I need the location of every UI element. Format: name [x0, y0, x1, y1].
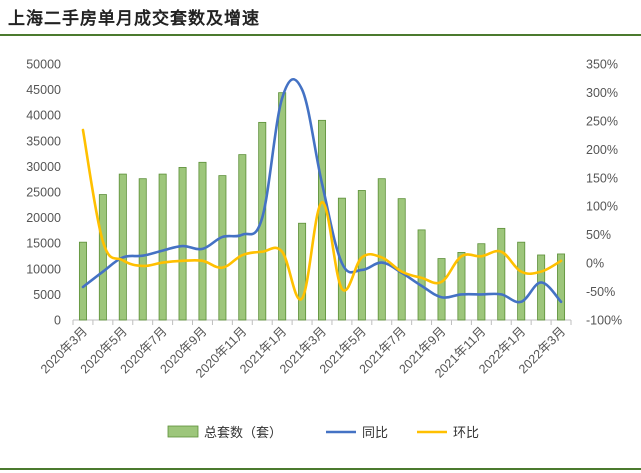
bar — [78, 241, 87, 321]
title-underline — [0, 34, 641, 36]
bar — [537, 254, 546, 321]
bar — [497, 227, 506, 321]
legend-label: 同比 — [362, 426, 388, 441]
legend-swatch-bar — [167, 425, 199, 438]
bar — [158, 173, 167, 321]
bar — [298, 222, 307, 321]
bar — [198, 161, 207, 321]
series-line-环比 — [81, 128, 563, 301]
bar — [337, 197, 346, 321]
y-left-tick-label: 35000 — [26, 134, 61, 148]
bar — [178, 167, 187, 321]
bar — [377, 178, 386, 321]
y-left-tick-label: 50000 — [26, 58, 61, 72]
bar — [437, 258, 446, 321]
y-right-tick-label: 50% — [586, 228, 611, 242]
bar — [477, 243, 486, 321]
y-right-tick-label: 300% — [586, 86, 618, 100]
bar — [457, 252, 466, 321]
bar — [318, 119, 326, 321]
y-left-tick-label: 15000 — [26, 237, 61, 251]
y-left-tick-label: 0 — [54, 314, 61, 328]
y-right-tick-label: 100% — [586, 200, 618, 214]
bar — [118, 173, 127, 321]
y-right-tick-label: 0% — [586, 257, 604, 271]
legend-label: 总套数（套） — [204, 425, 282, 441]
bar — [98, 194, 107, 321]
y-left-tick-label: 40000 — [26, 109, 61, 123]
y-right-tick-label: 250% — [586, 114, 618, 128]
y-left-tick-label: 20000 — [26, 211, 61, 225]
bar — [278, 92, 287, 321]
y-left-tick-label: 45000 — [26, 83, 61, 97]
y-left-tick-label: 5000 — [33, 288, 61, 302]
y-right-tick-label: -50% — [586, 285, 615, 299]
y-right-tick-label: 200% — [586, 143, 618, 157]
bar — [238, 154, 247, 321]
y-left-tick-label: 10000 — [26, 262, 61, 276]
bar — [138, 178, 147, 321]
y-right-tick-label: -100% — [586, 314, 622, 328]
series-line-同比 — [81, 78, 563, 304]
chart-title: 上海二手房单月成交套数及增速 — [8, 9, 260, 29]
bar — [397, 198, 406, 321]
legend-label: 环比 — [453, 426, 479, 441]
bar — [517, 241, 526, 321]
y-left-tick-label: 30000 — [26, 160, 61, 174]
y-right-tick-label: 150% — [586, 171, 618, 185]
bar — [417, 229, 426, 321]
bottom-rule — [0, 468, 641, 470]
bar — [218, 175, 227, 321]
y-right-tick-label: 350% — [586, 58, 618, 72]
bar — [557, 253, 566, 321]
y-left-tick-label: 25000 — [26, 186, 61, 200]
